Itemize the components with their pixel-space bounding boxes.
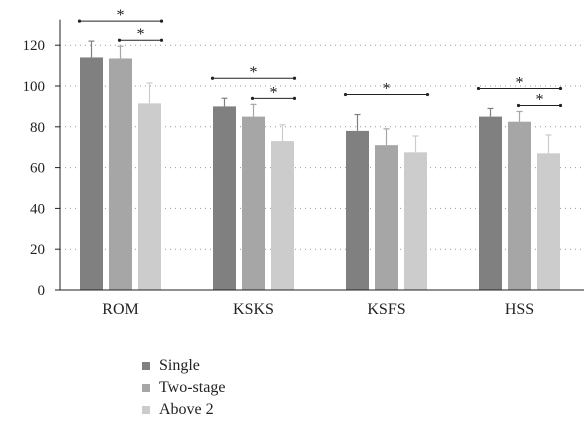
significance-endpoint-left-5: [476, 86, 481, 91]
significance-endpoint-right-5: [558, 86, 563, 91]
significance-endpoint-left-3: [250, 96, 255, 100]
x-tick-label-ksks: KSKS: [233, 301, 274, 318]
legend-label-single: Single: [159, 357, 200, 374]
bar-rom-above-2: [138, 103, 161, 290]
significance-star-rom-1: *: [137, 26, 145, 43]
bar-chart: 0 20 40 60 80 100 120 ROM KSKS KSFS HSS * * * * * * *: [23, 7, 584, 318]
bar-ksfs-two-stage: [375, 145, 398, 290]
bar-hss-above-2: [537, 153, 560, 290]
x-tick-label-ksfs: KSFS: [367, 301, 405, 318]
significance-endpoint-left-2: [210, 76, 215, 80]
bar-ksfs-single: [346, 130, 369, 290]
x-tick-label-rom: ROM: [102, 301, 138, 318]
bar-hss-two-stage: [508, 121, 531, 290]
bar-hss-single: [479, 116, 502, 290]
y-tick-label-60: 60: [30, 161, 45, 177]
significance-star-ksks-3: *: [270, 84, 278, 101]
significance-star-hss-5: *: [516, 74, 524, 91]
legend-swatch-above-2: [142, 406, 150, 414]
legend-label-above-2: Above 2: [159, 401, 214, 418]
significance-endpoint-right-3: [292, 96, 297, 100]
legend-swatch-two-stage: [142, 384, 150, 392]
bar-ksfs-above-2: [404, 152, 427, 290]
significance-endpoint-right-4: [425, 92, 430, 97]
legend-item-two-stage: Two-stage: [142, 377, 225, 399]
legend: Single Two-stage Above 2: [142, 355, 225, 421]
y-tick-label-100: 100: [23, 79, 46, 95]
bar-rom-two-stage: [109, 58, 132, 291]
significance-endpoint-left-0: [77, 19, 82, 23]
y-tick-label-0: 0: [38, 283, 46, 299]
x-tick-label-hss: HSS: [505, 301, 534, 318]
legend-swatch-single: [142, 362, 150, 370]
significance-endpoint-left-1: [117, 38, 122, 42]
y-tick-label-120: 120: [23, 38, 46, 54]
bar-rom-single: [80, 57, 103, 290]
significance-star-hss-6: *: [536, 92, 544, 109]
significance-endpoint-right-1: [159, 38, 164, 42]
bar-ksks-two-stage: [242, 116, 265, 290]
y-tick-label-40: 40: [30, 201, 45, 217]
legend-label-two-stage: Two-stage: [159, 379, 226, 396]
significance-endpoint-right-6: [558, 103, 563, 108]
significance-endpoint-left-6: [516, 103, 521, 108]
significance-endpoint-right-0: [159, 19, 164, 23]
significance-endpoint-left-4: [343, 92, 348, 97]
significance-star-rom-0: *: [117, 7, 125, 24]
y-tick-label-20: 20: [30, 242, 45, 258]
bar-ksks-above-2: [271, 141, 294, 290]
significance-star-ksks-2: *: [250, 64, 258, 81]
significance-endpoint-right-2: [292, 76, 297, 80]
y-tick-label-80: 80: [30, 120, 45, 136]
legend-item-single: Single: [142, 355, 225, 377]
bar-ksks-single: [213, 106, 236, 291]
significance-star-ksfs-4: *: [383, 81, 391, 98]
legend-item-above-2: Above 2: [142, 399, 225, 421]
